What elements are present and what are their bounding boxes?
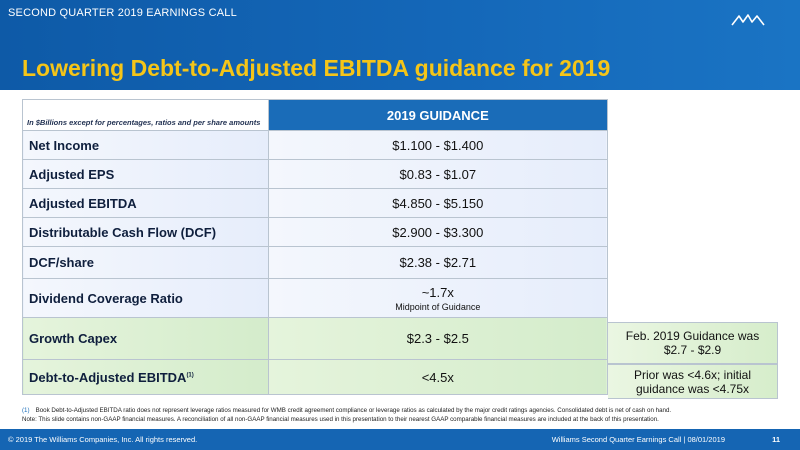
table-row-highlight: Debt-to-Adjusted EBITDA(1) <4.5x [22,359,609,395]
row-value-with-sub: ~1.7x Midpoint of Guidance [267,278,609,318]
page-number: 11 [772,435,780,444]
table-row: Net Income $1.100 - $1.400 [22,130,609,160]
table-row: DCF/share $2.38 - $2.71 [22,246,609,279]
footnote-number: (1) [22,407,30,414]
footnote-1: (1) Book Debt-to-Adjusted EBITDA ratio do… [22,406,792,415]
note-text: Feb. 2019 Guidance was $2.7 - $2.9 [625,329,760,357]
row-label: Net Income [22,130,269,160]
row-value: $2.900 - $3.300 [267,217,609,247]
row-label: Adjusted EBITDA [22,188,269,218]
footnote-marker: (1) [186,372,194,379]
table-row-highlight: Growth Capex $2.3 - $2.5 [22,317,609,360]
table-row: Adjusted EBITDA $4.850 - $5.150 [22,188,609,218]
guidance-table: In $Billions except for percentages, rat… [22,99,609,395]
footnotes: (1) Book Debt-to-Adjusted EBITDA ratio do… [22,406,792,424]
leverage-note: Prior was <4.6x; initial guidance was <4… [608,364,778,399]
event-label: Williams Second Quarter Earnings Call | … [551,435,725,444]
footer-bar: © 2019 The Williams Companies, Inc. All … [0,429,800,450]
column-header-2019-guidance: 2019 GUIDANCE [267,99,609,131]
footnote-text: Book Debt-to-Adjusted EBITDA ratio does … [35,407,672,414]
table-row: Dividend Coverage Ratio ~1.7x Midpoint o… [22,278,609,318]
table-units-note: In $Billions except for percentages, rat… [22,99,269,131]
table-row: Adjusted EPS $0.83 - $1.07 [22,159,609,189]
row-value: $0.83 - $1.07 [267,159,609,189]
row-label: Debt-to-Adjusted EBITDA [29,369,187,385]
note-text: Prior was <4.6x; initial guidance was <4… [633,367,752,396]
growth-capex-note: Feb. 2019 Guidance was $2.7 - $2.9 [608,322,778,364]
row-value: $2.38 - $2.71 [267,246,609,279]
row-value: <4.5x [267,359,609,395]
row-label: Growth Capex [22,317,269,360]
row-value: ~1.7x [421,284,454,300]
copyright: © 2019 The Williams Companies, Inc. All … [8,435,198,444]
row-label: DCF/share [22,246,269,279]
row-label: Adjusted EPS [22,159,269,189]
williams-logo-icon [731,14,765,26]
row-value: $2.3 - $2.5 [267,317,609,360]
non-gaap-note: Note: This slide contains non-GAAP finan… [22,416,659,423]
header-band: SECOND QUARTER 2019 EARNINGS CALL Loweri… [0,0,800,90]
event-eyebrow: SECOND QUARTER 2019 EARNINGS CALL [8,7,237,19]
side-notes: Feb. 2019 Guidance was $2.7 - $2.9 Prior… [608,322,778,399]
row-label: Distributable Cash Flow (DCF) [22,217,269,247]
row-value: $1.100 - $1.400 [267,130,609,160]
row-label: Dividend Coverage Ratio [22,278,269,318]
table-row: Distributable Cash Flow (DCF) $2.900 - $… [22,217,609,247]
page-title: Lowering Debt-to-Adjusted EBITDA guidanc… [22,55,611,81]
row-value-subtext: Midpoint of Guidance [395,301,481,312]
row-label-with-footnote: Debt-to-Adjusted EBITDA(1) [22,359,269,395]
row-value: $4.850 - $5.150 [267,188,609,218]
